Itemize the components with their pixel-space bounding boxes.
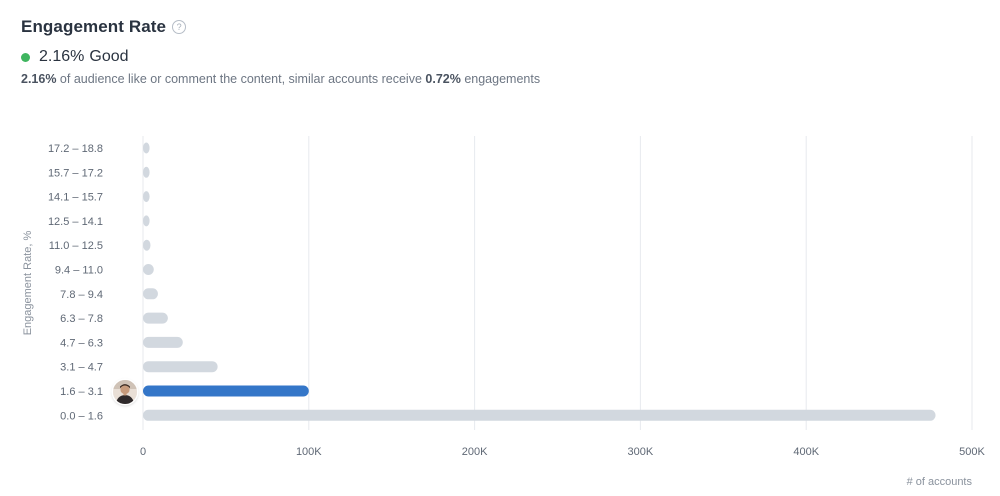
bar[interactable] xyxy=(143,239,151,251)
y-tick-label: 6.3 – 7.8 xyxy=(60,313,103,325)
question-circle-icon[interactable]: ? xyxy=(172,20,187,34)
bar[interactable] xyxy=(143,142,150,154)
x-tick-label: 500K xyxy=(959,446,985,458)
chart-x-ticks: 0 100K 200K 300K 400K 500K xyxy=(140,446,986,458)
page-title: Engagement Rate xyxy=(21,17,167,36)
bar[interactable] xyxy=(143,288,158,300)
engagement-rate-header: Engagement Rate ? 2.16% Good 2.16% of au… xyxy=(21,14,961,86)
description-text-end: engagements xyxy=(460,72,541,86)
bar[interactable] xyxy=(143,215,150,227)
y-axis-label: Engagement Rate, % xyxy=(22,231,34,336)
x-tick-label: 400K xyxy=(793,446,819,458)
y-tick-label: 11.0 – 12.5 xyxy=(49,240,103,252)
status-label: Good xyxy=(89,48,129,65)
chart-y-ticks: 0.0 – 1.6 1.6 – 3.1 3.1 – 4.7 4.7 – 6.3 6.3 … xyxy=(48,143,103,422)
bar[interactable] xyxy=(143,336,183,348)
bar[interactable] xyxy=(143,409,936,421)
y-tick-label: 1.6 – 3.1 xyxy=(60,386,103,398)
title-row: Engagement Rate ? xyxy=(21,14,961,40)
chart-gridlines xyxy=(142,136,973,430)
x-tick-label: 300K xyxy=(628,446,654,458)
x-axis-label: # of accounts xyxy=(907,476,973,488)
description-similar-rate: 0.72% xyxy=(425,72,461,86)
x-tick-label: 200K xyxy=(462,446,488,458)
x-tick-label: 100K xyxy=(296,446,322,458)
y-tick-label: 9.4 – 11.0 xyxy=(55,265,103,277)
bar[interactable] xyxy=(143,191,150,203)
chart-bars xyxy=(143,142,936,421)
status-dot-icon xyxy=(21,52,30,62)
description-text-middle: of audience like or comment the content,… xyxy=(56,72,426,86)
engagement-status: 2.16% Good xyxy=(21,47,961,67)
y-tick-label: 0.0 – 1.6 xyxy=(60,410,103,422)
bar[interactable] xyxy=(143,361,218,373)
bar-highlighted[interactable] xyxy=(143,385,309,397)
description-rate: 2.16% xyxy=(21,72,57,86)
x-tick-label: 0 xyxy=(140,446,146,458)
y-tick-label: 7.8 – 9.4 xyxy=(60,289,103,301)
y-tick-label: 4.7 – 6.3 xyxy=(60,337,103,349)
bar[interactable] xyxy=(143,166,150,178)
engagement-description: 2.16% of audience like or comment the co… xyxy=(21,72,961,86)
y-tick-label: 12.5 – 14.1 xyxy=(48,216,103,228)
y-tick-label: 3.1 – 4.7 xyxy=(60,362,103,374)
status-value: 2.16% xyxy=(39,48,85,65)
bar[interactable] xyxy=(143,312,168,324)
y-tick-label: 17.2 – 18.8 xyxy=(48,143,103,155)
y-tick-label: 15.7 – 17.2 xyxy=(48,167,103,179)
y-tick-label: 14.1 – 15.7 xyxy=(48,192,103,204)
account-avatar xyxy=(113,380,137,404)
bar[interactable] xyxy=(143,264,154,275)
